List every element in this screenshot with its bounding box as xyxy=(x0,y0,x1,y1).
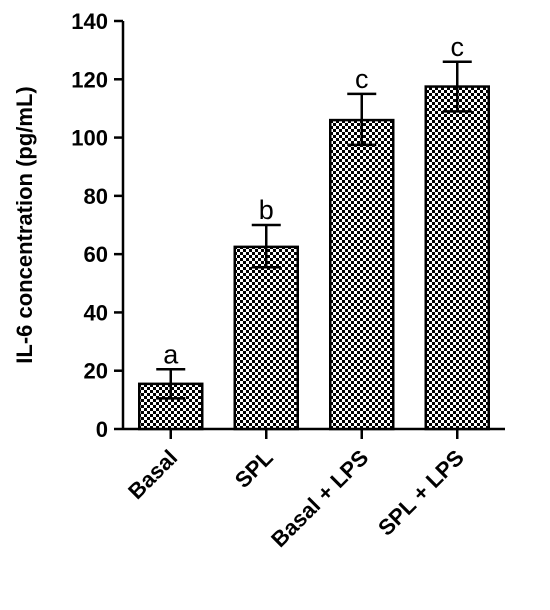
significance-letter: a xyxy=(163,339,179,369)
x-tick-label: SPL + LPS xyxy=(373,445,469,541)
y-tick-label: 20 xyxy=(84,359,108,384)
y-tick-label: 60 xyxy=(84,242,108,267)
y-tick-label: 40 xyxy=(84,300,108,325)
significance-letter: c xyxy=(451,32,465,62)
x-tick-label: Basal + LPS xyxy=(266,445,373,552)
significance-letters-group: a b c c xyxy=(163,32,464,369)
error-bars-group xyxy=(156,60,472,400)
significance-letter: b xyxy=(259,195,274,225)
bars-group xyxy=(138,85,490,431)
y-tick-label: 120 xyxy=(71,67,108,92)
bar-0 xyxy=(138,382,204,431)
bar-1 xyxy=(233,245,299,431)
x-tick-label: SPL xyxy=(230,445,278,493)
bar-3 xyxy=(424,85,490,431)
y-axis-label: IL-6 concentration (pg/mL) xyxy=(12,86,37,363)
y-tick-label: 140 xyxy=(71,9,108,34)
significance-letter: c xyxy=(355,64,369,94)
y-tick-label: 80 xyxy=(84,184,108,209)
bar-2 xyxy=(329,118,395,431)
x-tick-label: Basal xyxy=(123,445,182,504)
x-axis xyxy=(123,427,505,439)
y-axis: 0 20 40 60 80 100 120 140 xyxy=(71,9,125,442)
y-tick-label: 0 xyxy=(96,417,108,442)
y-tick-label: 100 xyxy=(71,126,108,151)
